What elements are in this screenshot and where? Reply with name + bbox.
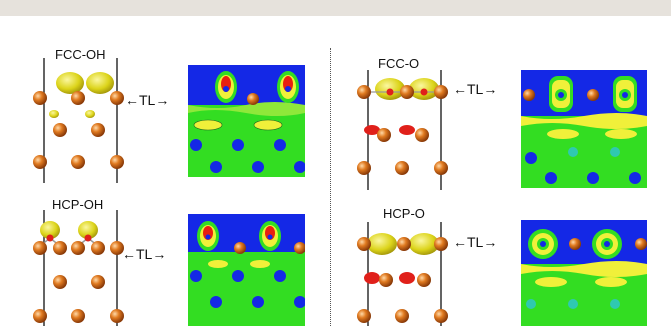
atom-sphere-icon: [247, 93, 259, 105]
isosurface-blob: [86, 72, 114, 94]
atom-sphere-icon: [434, 85, 448, 99]
atom-sphere-icon: [434, 237, 448, 251]
isosurface-blob: [78, 221, 98, 239]
atom-sphere-icon: [400, 85, 414, 99]
double-arrow-icon: ←TL→: [453, 81, 498, 97]
atom-sphere-icon: [33, 91, 47, 105]
panel-label: FCC-OH: [55, 47, 106, 62]
contour-map: [521, 220, 647, 326]
atom-sphere-icon: [357, 161, 371, 175]
atom-sphere-icon: [587, 89, 599, 101]
contour-map: [188, 65, 305, 177]
atom-sphere-icon: [377, 128, 391, 142]
contour-map: [188, 214, 305, 326]
atom-sphere-icon: [415, 128, 429, 142]
atom-sphere-icon: [395, 309, 409, 323]
atom-sphere-icon: [434, 309, 448, 323]
atom-sphere-icon: [397, 237, 411, 251]
atom-sphere-icon: [33, 241, 47, 255]
atom-sphere-icon: [434, 161, 448, 175]
atom-sphere-icon: [33, 155, 47, 169]
isosurface-blob: [56, 72, 84, 94]
atom-sphere-icon: [523, 89, 535, 101]
atom-sphere-icon: [110, 309, 124, 323]
atom-sphere-icon: [110, 91, 124, 105]
atom-sphere-icon: [53, 123, 67, 137]
atom-sphere-icon: [357, 309, 371, 323]
panel-label: HCP-OH: [52, 197, 104, 212]
atom-sphere-icon: [53, 241, 67, 255]
top-border-bar: [0, 0, 671, 16]
isosurface-blob: [40, 221, 60, 239]
double-arrow-icon: ←TL→: [122, 246, 167, 262]
atom-sphere-icon: [53, 275, 67, 289]
atom-sphere-icon: [294, 242, 305, 254]
double-arrow-icon: ←TL→: [125, 92, 170, 108]
contour-map: [521, 70, 647, 188]
isosurface-blob: [85, 110, 95, 118]
isosurface-blob: [409, 233, 439, 255]
isosurface-blob: [367, 233, 397, 255]
atom-sphere-icon: [635, 238, 647, 250]
atom-sphere-icon: [91, 241, 105, 255]
atomic-structure: [33, 58, 124, 183]
atom-sphere-icon: [33, 309, 47, 323]
atom-sphere-icon: [91, 275, 105, 289]
atom-sphere-icon: [71, 91, 85, 105]
atom-sphere-icon: [357, 237, 371, 251]
atom-sphere-icon: [234, 242, 246, 254]
atom-sphere-icon: [417, 273, 431, 287]
atomic-structure: [357, 222, 448, 326]
atom-sphere-icon: [357, 85, 371, 99]
atom-sphere-icon: [71, 309, 85, 323]
panel-label: HCP-O: [383, 206, 425, 221]
atomic-structure: [33, 210, 124, 326]
panel-divider: [330, 48, 331, 326]
atom-sphere-icon: [110, 241, 124, 255]
atom-sphere-icon: [91, 123, 105, 137]
atom-sphere-icon: [71, 241, 85, 255]
atom-sphere-icon: [110, 155, 124, 169]
panel-label: FCC-O: [378, 56, 420, 71]
atom-sphere-icon: [395, 161, 409, 175]
atomic-structure: [357, 70, 448, 190]
atom-sphere-icon: [379, 273, 393, 287]
atom-sphere-icon: [569, 238, 581, 250]
atom-sphere-icon: [71, 155, 85, 169]
isosurface-blob: [49, 110, 59, 118]
double-arrow-icon: ←TL→: [453, 234, 498, 250]
